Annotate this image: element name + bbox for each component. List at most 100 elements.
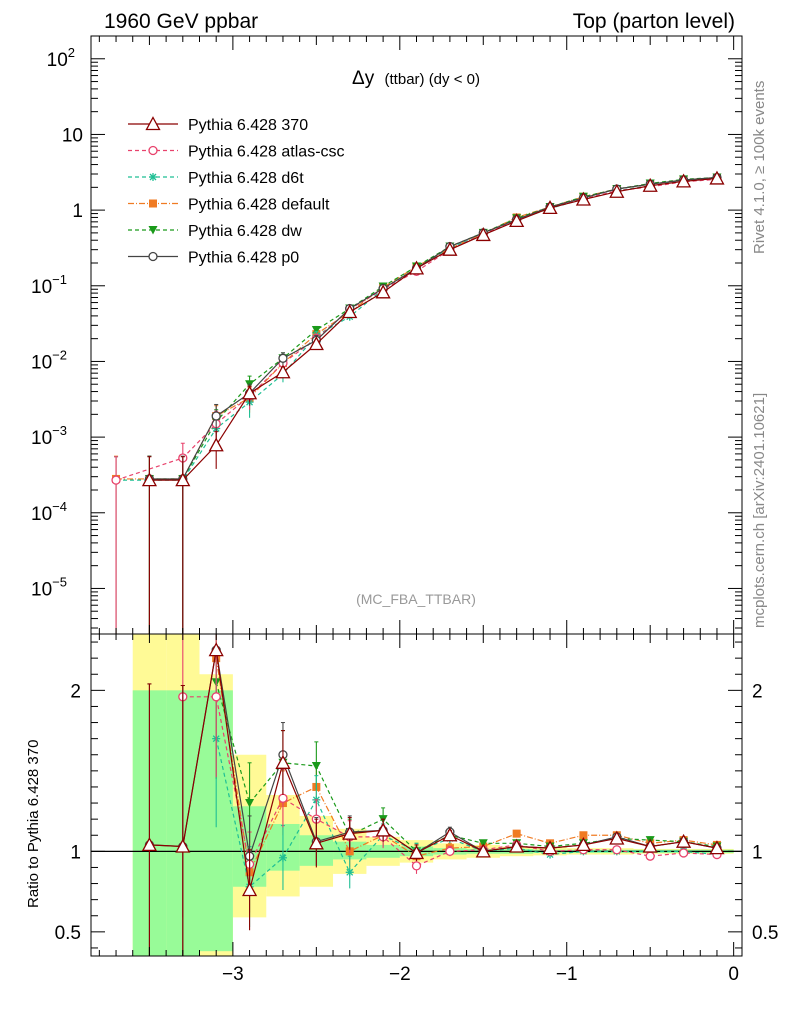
ratio-y-tick-label: 1: [70, 842, 81, 863]
y-tick-label-base: 10: [31, 352, 52, 373]
legend: Pythia 6.428 370 Pythia 6.428 atlas-csc Py…: [128, 116, 345, 267]
legend-label-dw: Pythia 6.428 dw: [188, 223, 302, 240]
legend-item-dw: Pythia 6.428 dw: [128, 223, 302, 240]
marker-triangle-open: [575, 837, 592, 852]
legend-item-p0: Pythia 6.428 p0: [128, 250, 299, 267]
series-p370: [141, 170, 725, 634]
marker-square: [579, 831, 588, 840]
marker-triangle-open: [675, 833, 692, 848]
marker-circle-open: [445, 846, 455, 856]
marker-triangle-open: [675, 173, 692, 188]
legend-item-atlas: Pythia 6.428 atlas-csc: [128, 144, 345, 161]
ratio-line-p370: [149, 649, 718, 891]
legend-label-atlas: Pythia 6.428 atlas-csc: [188, 144, 345, 161]
series-line-p370: [149, 177, 718, 481]
y-tick-label: 10−4: [31, 499, 67, 525]
marker-triangle-open: [208, 437, 224, 452]
y-tick-label-base: 10: [31, 428, 52, 449]
marker-circle-open: [111, 475, 121, 485]
marker-triangle-open: [208, 642, 224, 657]
y-tick-label: 10−1: [31, 272, 67, 298]
legend-item-d6t: Pythia 6.428 d6t: [128, 170, 304, 187]
ratio-line-p0: [149, 649, 718, 857]
marker-triangle-open: [575, 191, 592, 206]
marker-triangle-open: [442, 241, 458, 256]
y-tick-label-exponent: −2: [52, 347, 67, 362]
marker-triangle-open: [375, 822, 391, 837]
y-tick-label-exponent: −4: [52, 499, 67, 514]
ratio-y-tick-label-right: 2: [752, 681, 763, 702]
y-tick-label: 102: [47, 45, 75, 71]
marker-circle-open: [678, 848, 689, 858]
marker-triangle-open: [442, 827, 458, 842]
marker-triangle-down: [311, 326, 321, 335]
legend-item-default: Pythia 6.428 default: [128, 197, 330, 214]
y-tick-label: 10−5: [31, 574, 67, 600]
marker-star: [149, 173, 157, 181]
legend-label-p0: Pythia 6.428 p0: [188, 250, 299, 267]
marker-triangle-open: [308, 336, 324, 351]
marker-triangle-open: [609, 830, 625, 845]
marker-triangle-open: [175, 838, 191, 853]
legend-label-d6t: Pythia 6.428 d6t: [188, 170, 304, 187]
x-tick-label: −2: [389, 964, 411, 985]
x-tick-label: −1: [556, 964, 578, 985]
legend-label-p370: Pythia 6.428 370: [188, 117, 308, 134]
y-tick-label-exponent: 2: [68, 45, 75, 60]
ratio-line-default: [215, 658, 718, 875]
legend-label-default: Pythia 6.428 default: [188, 197, 330, 214]
y-tick-label-exponent: −1: [52, 272, 67, 287]
marker-circle-open: [278, 353, 288, 363]
marker-triangle-open: [342, 304, 358, 319]
marker-triangle-down: [311, 762, 321, 771]
ratio-y-tick-label-right: 0.5: [752, 923, 778, 944]
ratio-panel: 0.5 0.5 1 1 2 2 −3 −2 −1 0 Ratio to Pythia 6.428 …: [25, 633, 778, 985]
marker-triangle-open: [342, 825, 358, 840]
y-tick-label-base: 10: [31, 504, 52, 525]
header-left-title: 1960 GeV ppbar: [104, 10, 258, 33]
marker-triangle-open: [375, 284, 391, 299]
y-tick-label-base: 10: [62, 125, 83, 146]
marker-star: [278, 853, 287, 862]
marker-circle-open: [612, 845, 622, 855]
marker-star: [345, 868, 354, 877]
marker-triangle-open: [609, 183, 625, 198]
marker-circle-open: [278, 793, 288, 803]
marker-triangle-open: [275, 364, 291, 379]
series-default: [112, 173, 721, 634]
ratio-series-p370: [141, 642, 725, 956]
y-tick-label-base: 10: [31, 579, 52, 600]
marker-triangle-open: [175, 472, 191, 487]
marker-triangle-open: [141, 472, 158, 487]
series-p0: [144, 172, 722, 634]
marker-square: [512, 829, 521, 838]
marker-triangle-open: [308, 835, 324, 850]
marker-triangle-open: [542, 200, 558, 215]
main-title: Δy (ttbar) (dy < 0): [352, 68, 480, 89]
marker-triangle-down: [245, 799, 255, 808]
y-tick-label-base: 10: [31, 277, 52, 298]
ratio-line-d6t: [215, 738, 718, 888]
marker-triangle-open: [642, 838, 658, 853]
y-tick-label-base: 10: [47, 50, 68, 71]
marker-circle-open: [411, 861, 422, 871]
main-title-subtitle: (ttbar) (dy < 0): [385, 71, 480, 88]
x-tick-label: 0: [728, 964, 739, 985]
marker-square: [149, 199, 157, 208]
marker-triangle-open: [145, 116, 161, 131]
legend-item-p370: Pythia 6.428 370: [128, 116, 308, 134]
y-tick-label: 10−3: [31, 423, 67, 449]
marker-triangle-open: [509, 838, 525, 853]
marker-triangle-open: [509, 213, 525, 228]
marker-star-stroke: [149, 173, 157, 181]
marker-triangle-open: [408, 260, 425, 275]
marker-triangle-open: [241, 385, 258, 400]
ratio-y-tick-label-right: 1: [752, 842, 763, 863]
y-tick-label-base: 1: [72, 201, 83, 222]
series-atlas: [111, 174, 722, 634]
y-tick-label: 10: [62, 125, 83, 146]
marker-circle-open: [148, 145, 158, 156]
series-line-atlas: [115, 178, 718, 481]
